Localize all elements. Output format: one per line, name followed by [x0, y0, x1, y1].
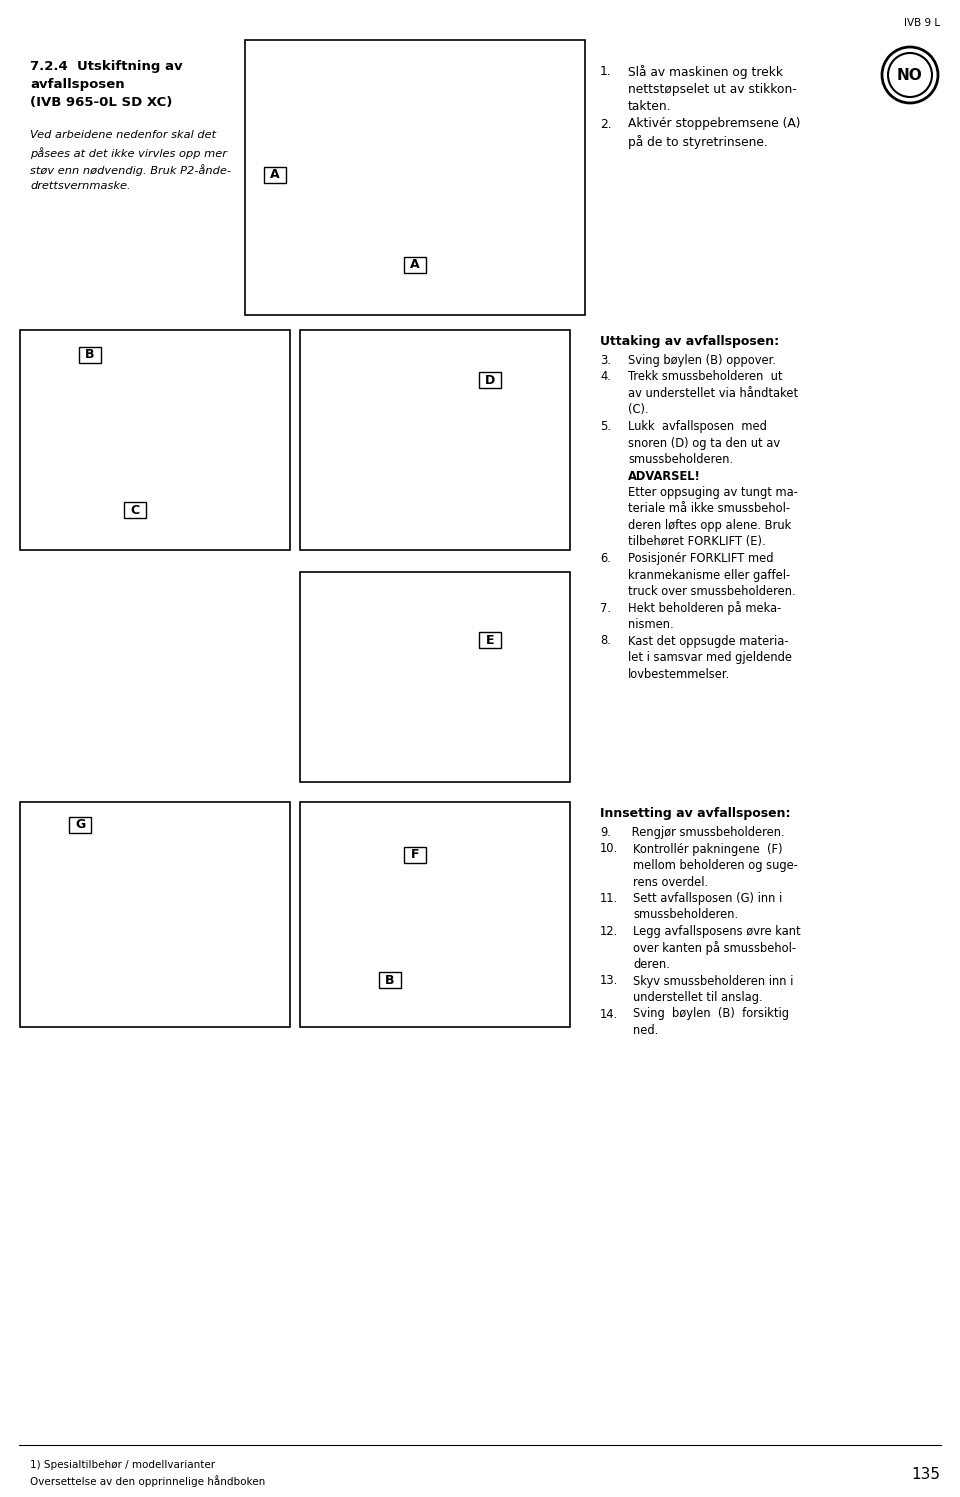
- Bar: [379, 972, 401, 988]
- Text: lovbestemmelser.: lovbestemmelser.: [628, 668, 731, 681]
- Text: 11.: 11.: [600, 892, 618, 906]
- Text: understellet til anslag.: understellet til anslag.: [633, 991, 762, 1004]
- Text: deren løftes opp alene. Bruk: deren løftes opp alene. Bruk: [628, 519, 791, 531]
- Text: 12.: 12.: [600, 925, 618, 939]
- Text: NO: NO: [898, 67, 923, 82]
- Bar: [264, 168, 286, 183]
- Text: Sett avfallsposen (G) inn i: Sett avfallsposen (G) inn i: [633, 892, 782, 906]
- Text: smussbeholderen.: smussbeholderen.: [628, 454, 733, 466]
- Text: Hekt beholderen på meka-: Hekt beholderen på meka-: [628, 602, 781, 615]
- Text: B: B: [85, 349, 95, 361]
- Text: D: D: [485, 373, 495, 386]
- Text: Posisjonér FORKLIFT med: Posisjonér FORKLIFT med: [628, 552, 774, 564]
- Text: teriale må ikke smussbehol-: teriale må ikke smussbehol-: [628, 503, 790, 515]
- Text: avfallsposen: avfallsposen: [30, 78, 125, 91]
- Text: truck over smussbeholderen.: truck over smussbeholderen.: [628, 585, 796, 597]
- Text: A: A: [410, 259, 420, 271]
- Text: Skyv smussbeholderen inn i: Skyv smussbeholderen inn i: [633, 975, 793, 988]
- Text: 8.: 8.: [600, 635, 611, 648]
- Bar: [479, 371, 501, 388]
- Text: Legg avfallsposens øvre kant: Legg avfallsposens øvre kant: [633, 925, 801, 939]
- Text: over kanten på smussbehol-: over kanten på smussbehol-: [633, 942, 796, 955]
- Text: snoren (D) og ta den ut av: snoren (D) og ta den ut av: [628, 437, 780, 449]
- Text: takten.: takten.: [628, 100, 671, 112]
- Text: Kast det oppsugde materia-: Kast det oppsugde materia-: [628, 635, 788, 648]
- Text: Aktivér stoppebremsene (A): Aktivér stoppebremsene (A): [628, 117, 801, 130]
- Text: støv enn nødvendig. Bruk P2-ånde-: støv enn nødvendig. Bruk P2-ånde-: [30, 165, 231, 177]
- Text: nettstøpselet ut av stikkon-: nettstøpselet ut av stikkon-: [628, 82, 797, 96]
- Text: 6.: 6.: [600, 552, 611, 564]
- Text: 13.: 13.: [600, 975, 618, 988]
- Circle shape: [882, 46, 938, 103]
- Text: Uttaking av avfallsposen:: Uttaking av avfallsposen:: [600, 335, 780, 347]
- Text: rens overdel.: rens overdel.: [633, 876, 708, 889]
- Text: 135: 135: [911, 1467, 940, 1482]
- Bar: [20, 802, 290, 1027]
- Text: B: B: [385, 973, 395, 987]
- Text: (C).: (C).: [628, 404, 649, 416]
- Bar: [69, 817, 91, 832]
- Text: IVB 9 L: IVB 9 L: [904, 18, 940, 28]
- Text: smussbeholderen.: smussbeholderen.: [633, 909, 738, 922]
- Text: (IVB 965-0L SD XC): (IVB 965-0L SD XC): [30, 96, 173, 109]
- Bar: [124, 501, 146, 518]
- Text: G: G: [75, 819, 85, 831]
- Text: 10.: 10.: [600, 843, 618, 855]
- Circle shape: [888, 52, 932, 97]
- Text: Innsetting av avfallsposen:: Innsetting av avfallsposen:: [600, 807, 790, 820]
- Text: Etter oppsuging av tungt ma-: Etter oppsuging av tungt ma-: [628, 487, 798, 499]
- Bar: [79, 347, 101, 362]
- Text: 2.: 2.: [600, 117, 612, 130]
- Text: Trekk smussbeholderen  ut: Trekk smussbeholderen ut: [628, 370, 782, 383]
- Text: 1.: 1.: [600, 64, 612, 78]
- Bar: [404, 847, 426, 862]
- Bar: [245, 40, 585, 314]
- Text: 5.: 5.: [600, 421, 611, 433]
- Text: 14.: 14.: [600, 1007, 618, 1021]
- Text: Slå av maskinen og trekk: Slå av maskinen og trekk: [628, 64, 783, 79]
- Text: tilbehøret FORKLIFT (E).: tilbehøret FORKLIFT (E).: [628, 536, 766, 548]
- Text: C: C: [131, 503, 139, 516]
- Text: E: E: [486, 633, 494, 647]
- Text: ADVARSEL!: ADVARSEL!: [628, 470, 701, 482]
- Text: 7.2.4  Utskiftning av: 7.2.4 Utskiftning av: [30, 60, 182, 73]
- Text: Ved arbeidene nedenfor skal det: Ved arbeidene nedenfor skal det: [30, 130, 216, 141]
- Bar: [20, 329, 290, 549]
- Text: deren.: deren.: [633, 958, 670, 972]
- Bar: [300, 329, 570, 549]
- Text: kranmekanisme eller gaffel-: kranmekanisme eller gaffel-: [628, 569, 790, 581]
- Text: nismen.: nismen.: [628, 618, 674, 632]
- Text: 1) Spesialtilbehør / modellvarianter: 1) Spesialtilbehør / modellvarianter: [30, 1460, 215, 1470]
- Bar: [479, 632, 501, 648]
- Text: påsees at det ikke virvles opp mer: påsees at det ikke virvles opp mer: [30, 147, 227, 159]
- Text: let i samsvar med gjeldende: let i samsvar med gjeldende: [628, 651, 792, 665]
- Text: Sving bøylen (B) oppover.: Sving bøylen (B) oppover.: [628, 353, 776, 367]
- Text: Lukk  avfallsposen  med: Lukk avfallsposen med: [628, 421, 767, 433]
- Text: A: A: [270, 169, 279, 181]
- Text: Rengjør smussbeholderen.: Rengjør smussbeholderen.: [628, 826, 784, 838]
- Bar: [404, 257, 426, 272]
- Text: 9.: 9.: [600, 826, 611, 838]
- Text: på de to styretrinsene.: på de to styretrinsene.: [628, 135, 768, 150]
- Text: F: F: [411, 849, 420, 861]
- Text: mellom beholderen og suge-: mellom beholderen og suge-: [633, 859, 798, 871]
- Bar: [300, 802, 570, 1027]
- Text: drettsvernmaske.: drettsvernmaske.: [30, 181, 131, 192]
- Text: ned.: ned.: [633, 1024, 659, 1037]
- Text: 7.: 7.: [600, 602, 611, 614]
- Text: Kontrollér pakningene  (F): Kontrollér pakningene (F): [633, 843, 782, 855]
- Bar: [300, 572, 570, 781]
- Text: av understellet via håndtaket: av understellet via håndtaket: [628, 388, 798, 400]
- Text: 3.: 3.: [600, 353, 611, 367]
- Text: Oversettelse av den opprinnelige håndboken: Oversettelse av den opprinnelige håndbok…: [30, 1475, 265, 1487]
- Text: Sving  bøylen  (B)  forsiktig: Sving bøylen (B) forsiktig: [633, 1007, 789, 1021]
- Text: 4.: 4.: [600, 370, 611, 383]
